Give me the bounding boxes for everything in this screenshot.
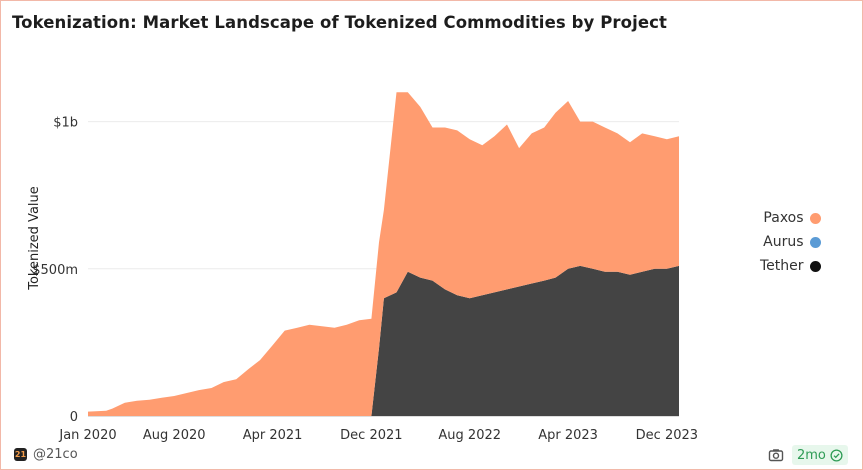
- legend-label: Aurus: [763, 234, 804, 250]
- x-tick-label: Dec 2023: [636, 428, 698, 443]
- x-tick-labels: Jan 2020 Aug 2020 Apr 2021 Dec 2021 Aug 2022…: [58, 428, 698, 443]
- camera-icon[interactable]: [768, 447, 784, 463]
- legend-swatch: [809, 212, 821, 224]
- x-tick-label: Dec 2021: [340, 428, 402, 443]
- y-tick-label: $1b: [53, 116, 78, 131]
- x-tick-label: Apr 2021: [243, 428, 303, 443]
- legend-swatch: [809, 260, 821, 272]
- 21co-logo-icon: 21: [14, 448, 27, 461]
- age-badge[interactable]: 2mo: [792, 445, 848, 465]
- legend-item-tether[interactable]: Tether: [760, 254, 821, 278]
- chart-title: Tokenization: Market Landscape of Tokeni…: [12, 13, 668, 32]
- footer-attribution: 21 @21co: [14, 447, 78, 462]
- area-layer: [88, 92, 679, 416]
- legend: Paxos Aurus Tether: [760, 206, 821, 278]
- legend-item-paxos[interactable]: Paxos: [760, 206, 821, 230]
- series-area-tether[interactable]: [88, 265, 679, 416]
- legend-swatch: [809, 236, 821, 248]
- y-tick-labels: 0 $500m $1b: [32, 116, 78, 425]
- x-tick-label: Jan 2020: [58, 428, 116, 443]
- x-tick-label: Aug 2022: [438, 428, 501, 443]
- x-tick-label: Aug 2020: [143, 428, 206, 443]
- y-tick-label: $500m: [32, 263, 78, 278]
- y-axis-label: Tokenized Value: [27, 186, 42, 291]
- footer-actions: 2mo: [768, 445, 848, 465]
- x-tick-label: Apr 2023: [538, 428, 598, 443]
- age-badge-label: 2mo: [797, 447, 826, 463]
- legend-label: Tether: [760, 258, 804, 274]
- legend-item-aurus[interactable]: Aurus: [760, 230, 821, 254]
- author-handle[interactable]: @21co: [33, 447, 78, 462]
- check-circle-icon: [830, 448, 843, 462]
- series-area-paxos[interactable]: [88, 92, 679, 416]
- y-tick-label: 0: [70, 410, 78, 425]
- legend-label: Paxos: [763, 210, 804, 226]
